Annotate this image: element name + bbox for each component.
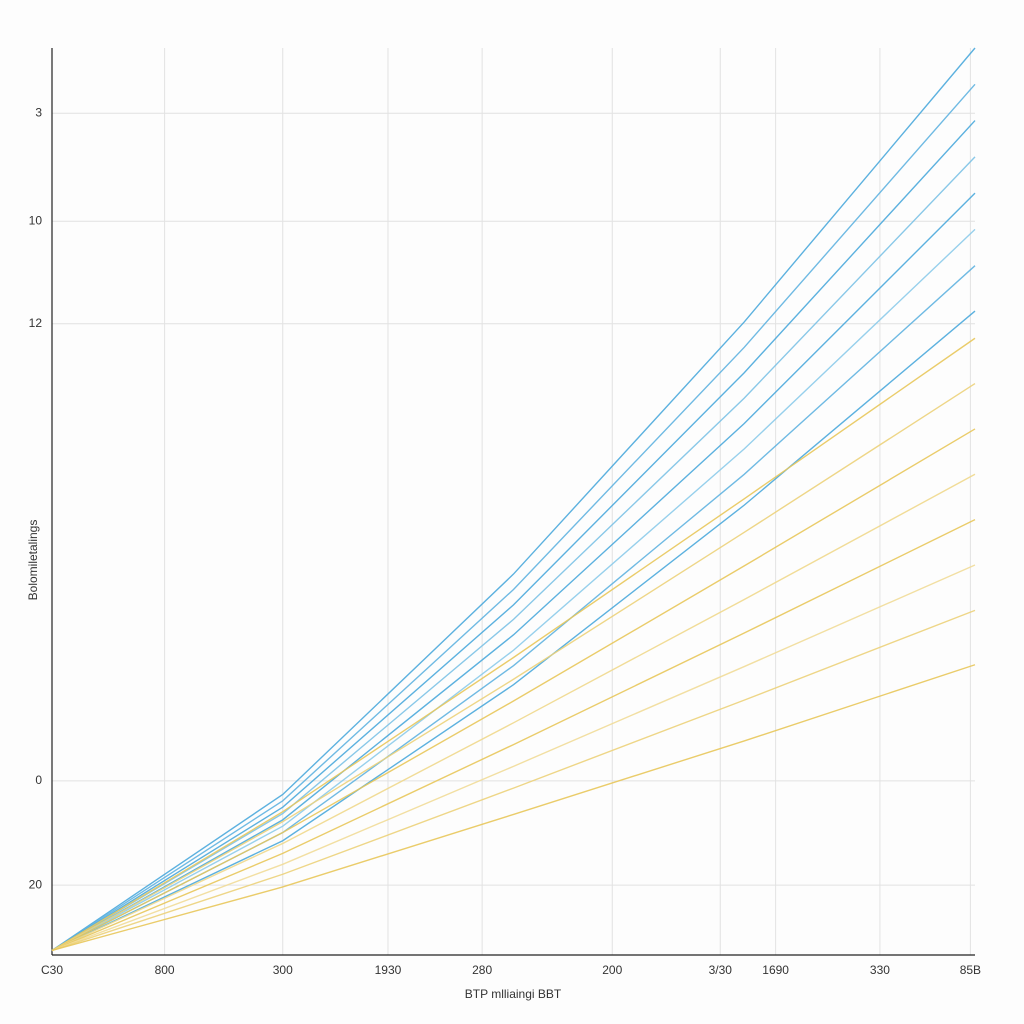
line [51,564,976,952]
line [51,83,976,952]
line [51,383,976,952]
x-tick-label: 280 [472,963,492,977]
line [51,428,976,952]
y-tick-label: 3 [35,105,42,119]
line [51,120,976,952]
line [51,47,976,952]
y-tick-label: 20 [29,877,43,891]
x-axis-label: BTP mlliaingi BBT [465,987,562,1001]
x-tick-label: 200 [602,963,622,977]
x-tick-label: 1690 [762,963,789,977]
line [51,310,976,952]
line [51,664,976,952]
line [51,609,976,952]
line [51,519,976,952]
x-tick-label: C30 [41,963,63,977]
line [51,337,976,952]
x-tick-label: 3/30 [709,963,733,977]
y-axis-label: Bolomiletalings [26,520,40,601]
x-tick-label: 1930 [375,963,402,977]
x-tick-label: 300 [273,963,293,977]
x-tick-label: 800 [155,963,175,977]
line [51,473,976,952]
line [51,156,976,952]
x-tick-label: 330 [870,963,890,977]
line [51,265,976,952]
y-tick-label: 10 [29,213,43,227]
line [51,228,976,952]
y-tick-label: 12 [29,316,43,330]
line [51,192,976,952]
y-tick-label: 0 [35,773,42,787]
x-tick-label: 85B [960,963,981,977]
